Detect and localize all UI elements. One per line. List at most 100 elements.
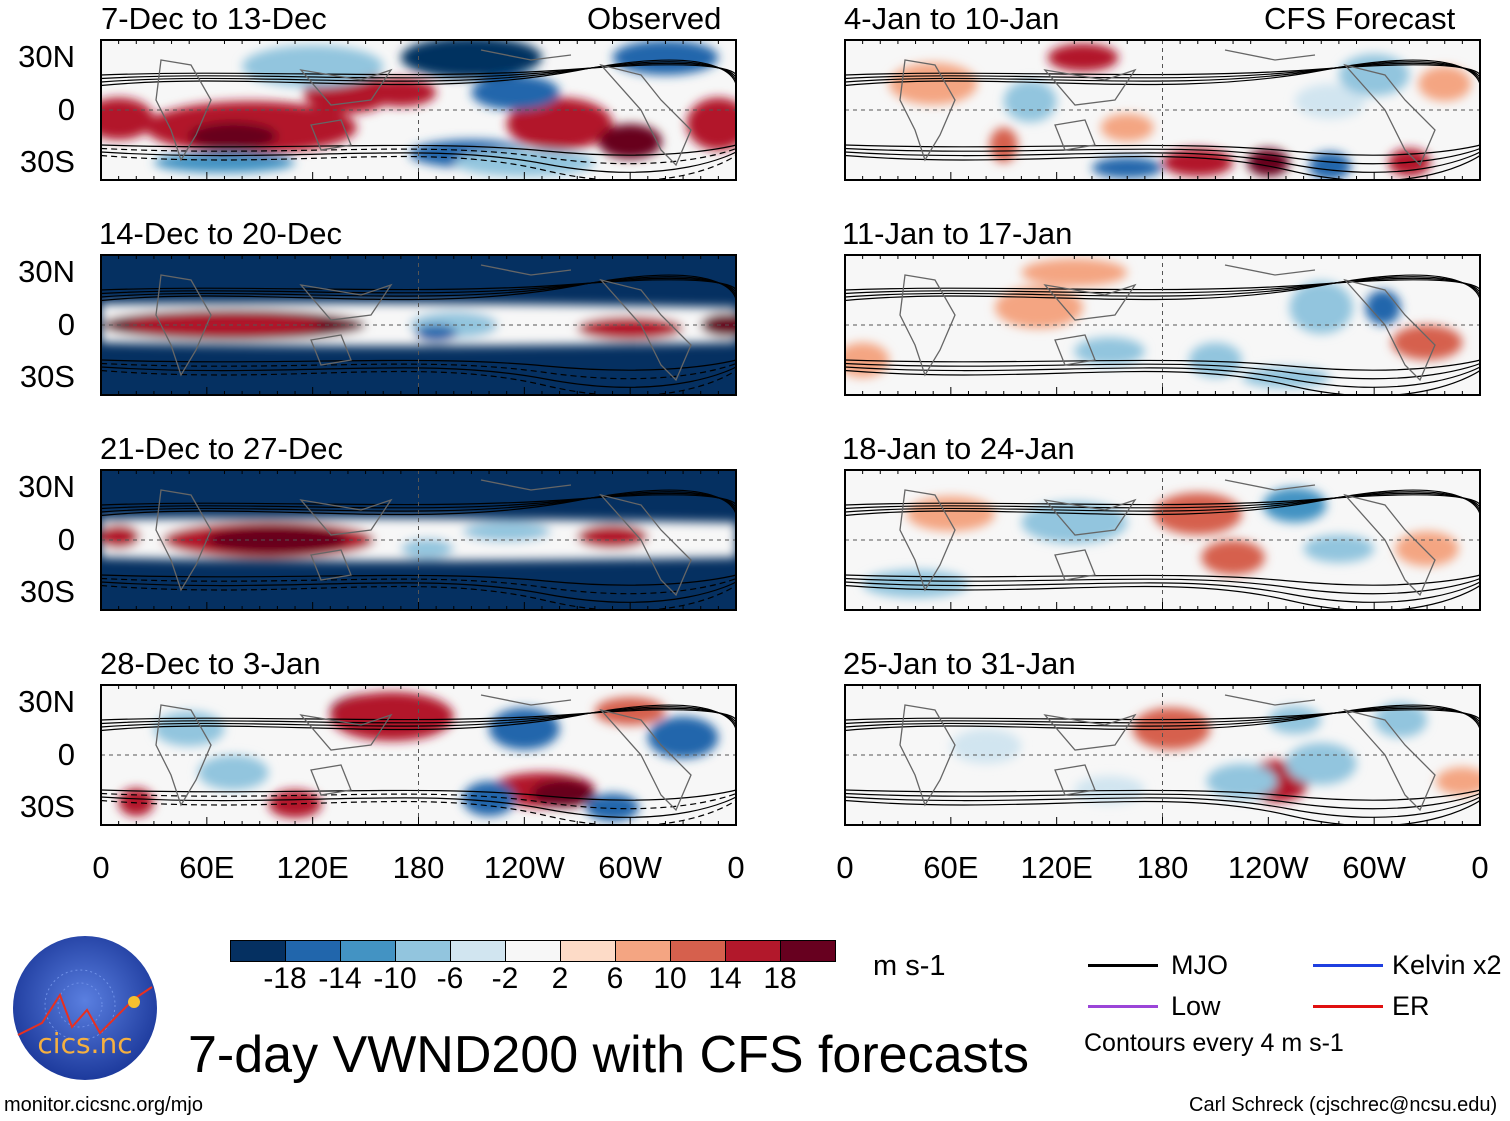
shading [647, 716, 719, 759]
shading [1374, 702, 1428, 738]
x-tick-label: 180 [392, 850, 445, 885]
y-tick-label: 30S [19, 789, 75, 824]
mjo-contour [844, 789, 1481, 801]
forecast-map-panel-4 [844, 684, 1481, 826]
observed-map-panel-4 [100, 684, 737, 826]
shading [1365, 290, 1401, 325]
shading [1285, 742, 1357, 785]
coastlines [899, 479, 1436, 597]
colorbar-label: 18 [763, 962, 797, 995]
colorbar-swatch [670, 940, 726, 962]
coastlines [899, 49, 1436, 167]
mjo-contour [844, 574, 1481, 586]
mjo-contour [844, 489, 1481, 517]
shading [1100, 113, 1154, 142]
mjo-contour [844, 151, 1481, 173]
mjo-contour [844, 59, 1481, 87]
shading [100, 97, 154, 140]
mjo-contour [844, 584, 1481, 611]
observed-map-panel-2 [100, 254, 737, 396]
legend-line-mjo [1088, 964, 1158, 967]
mjo-contour [100, 359, 737, 371]
colorbar-label: -10 [373, 962, 417, 995]
shading [994, 286, 1084, 329]
panel-title-obs-3: 21-Dec to 27-Dec [100, 431, 343, 466]
shading [686, 97, 737, 151]
shading [414, 325, 458, 343]
colorbar-label: -2 [491, 962, 519, 995]
coastlines [899, 694, 1436, 812]
shading [1021, 501, 1128, 544]
shading [577, 524, 648, 549]
panel-title-obs-4: 28-Dec to 3-Jan [100, 646, 321, 681]
mjo-contour [100, 489, 737, 517]
figure-title: 7-day VWND200 with CFS forecasts [188, 1026, 1029, 1084]
colorbar-swatch [285, 940, 341, 962]
x-tick-label: 120W [483, 850, 565, 885]
y-tick-label: 30S [19, 359, 75, 394]
shading [400, 39, 542, 79]
cicsnc-logo: cics.nc [13, 936, 157, 1080]
credit: Carl Schreck (cjschrec@ncsu.edu) [1189, 1094, 1498, 1116]
mjo-contour [844, 359, 1481, 371]
colorbar-label: -18 [263, 962, 307, 995]
panel-title-fc-1: 4-Jan to 10-Jan [844, 1, 1060, 36]
x-tick-label: 180 [1136, 850, 1189, 885]
shading [1303, 534, 1375, 563]
observed-map-panel-3 [100, 469, 737, 611]
y-tick-label: 30N [18, 39, 75, 74]
mjo-contour [844, 147, 1481, 165]
coastlines [899, 264, 1436, 382]
colorbar-swatch [450, 940, 506, 962]
mjo-contour [844, 799, 1481, 826]
coastlines [155, 694, 692, 812]
mjo-contour [100, 584, 737, 611]
mjo-contour [844, 796, 1481, 818]
forecast-map-panel-2 [844, 254, 1481, 396]
mjo-contour [100, 799, 737, 826]
shading [330, 692, 454, 741]
shading [1201, 540, 1265, 575]
colorbar-label: 10 [653, 962, 687, 995]
y-tick-label: 0 [57, 307, 75, 342]
mjo-contour [100, 792, 737, 810]
mjo-contour [844, 704, 1481, 732]
shading [577, 316, 684, 341]
panel-title-fc-3: 18-Jan to 24-Jan [842, 431, 1075, 466]
mjo-contour [100, 274, 737, 302]
shading [489, 707, 560, 750]
colorbar-swatch [230, 940, 286, 962]
x-tick-label: 60E [923, 850, 979, 885]
shading [1418, 66, 1472, 102]
website-url[interactable]: monitor.cicsnc.org/mjo [4, 1094, 203, 1116]
mjo-contour [100, 151, 737, 173]
shading [1074, 337, 1145, 366]
legend-label-mjo: MJO [1171, 950, 1228, 980]
shading [1308, 152, 1352, 180]
shading [1091, 157, 1163, 179]
colorbar-swatch [340, 940, 396, 962]
mjo-contour [844, 577, 1481, 595]
shading [1435, 767, 1481, 796]
shading [1162, 148, 1234, 177]
mjo-contour [844, 369, 1481, 396]
shading [198, 755, 269, 790]
y-tick-label: 30S [19, 574, 75, 609]
mjo-contour [844, 274, 1481, 302]
legend-line-low [1088, 1005, 1158, 1008]
shading [153, 152, 296, 173]
svg-text:cics.nc: cics.nc [37, 1027, 132, 1060]
colorbar-swatch [725, 940, 781, 962]
y-tick-label: 30N [18, 469, 75, 504]
legend-line-er [1313, 1005, 1383, 1008]
coastlines [155, 264, 692, 382]
shading [1289, 281, 1353, 334]
colorbar-unit: m s-1 [873, 950, 946, 982]
x-tick-label: 0 [836, 850, 854, 885]
colorbar-swatch [395, 940, 451, 962]
mjo-contour [100, 59, 737, 87]
cfs-forecast-label: CFS Forecast [1264, 1, 1456, 36]
mjo-contour [844, 581, 1481, 603]
mjo-contour [100, 796, 737, 818]
x-tick-label: 120W [1227, 850, 1309, 885]
